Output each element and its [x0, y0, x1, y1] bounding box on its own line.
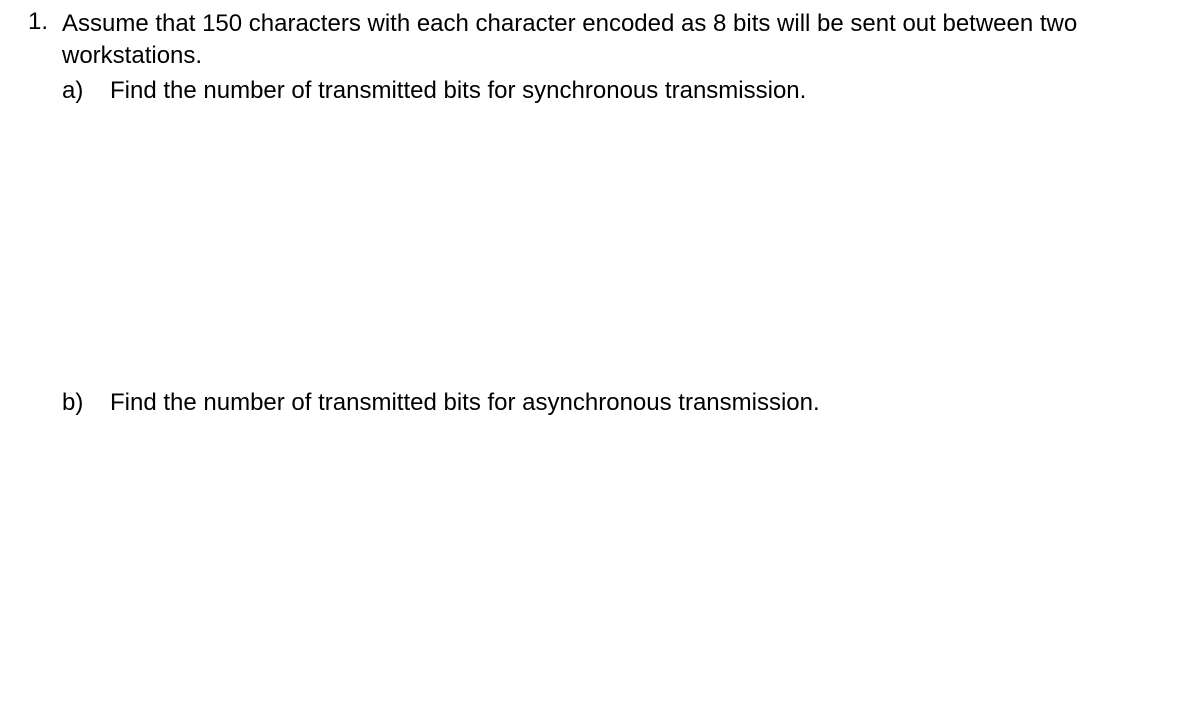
question-body: Assume that 150 characters with each cha…	[62, 8, 1180, 420]
subpart-a-text: Find the number of transmitted bits for …	[110, 75, 806, 107]
question-block: 1. Assume that 150 characters with each …	[20, 8, 1180, 420]
subpart-b: b) Find the number of transmitted bits f…	[62, 387, 1180, 419]
question-number: 1.	[20, 8, 48, 420]
subpart-b-label: b)	[62, 387, 92, 419]
question-intro: Assume that 150 characters with each cha…	[62, 8, 1180, 73]
subpart-b-text: Find the number of transmitted bits for …	[110, 387, 820, 419]
subpart-a: a) Find the number of transmitted bits f…	[62, 75, 1180, 107]
subpart-a-label: a)	[62, 75, 92, 107]
answer-space-a	[62, 107, 1180, 387]
